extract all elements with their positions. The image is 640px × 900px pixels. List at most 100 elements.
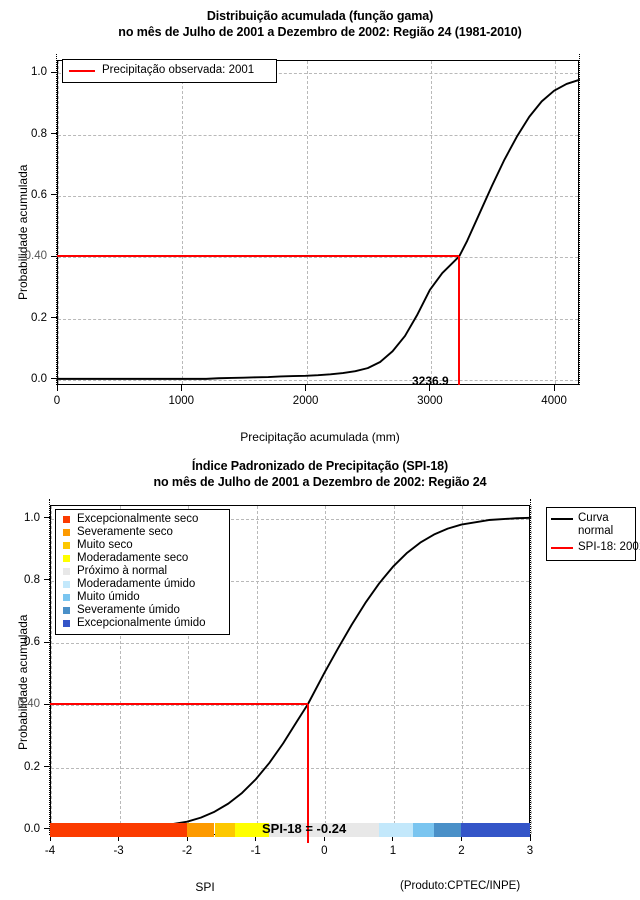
gridline-vertical: [188, 506, 190, 834]
legend-item-observed-label: Precipitação observada: 2001: [102, 64, 255, 76]
color-swatch-icon: [63, 529, 70, 536]
y-tick-mark: [51, 317, 57, 318]
legend-item-observed: Precipitação observada: 2001: [69, 64, 270, 77]
color-swatch-icon: [63, 555, 70, 562]
legend-item-category: Moderadamente úmido: [61, 578, 224, 591]
y-tick-label: 1.0: [31, 66, 47, 79]
legend-item-category-label: Muito úmido: [77, 591, 140, 603]
annotation-horizontal-line: [57, 255, 460, 258]
legend-item-category: Severamente úmido: [61, 604, 224, 617]
gridline-vertical: [531, 506, 532, 834]
gridline-horizontal: [58, 134, 578, 136]
x-tick-label: 0: [53, 395, 61, 407]
curve-legend: Curva normal SPI-18: 2001: [546, 507, 640, 561]
y-tick-label: 0.6: [24, 636, 40, 648]
gridline-horizontal: [58, 379, 578, 381]
y-tick-label: 0.0: [31, 372, 47, 385]
axis-vertical-line: [56, 54, 57, 385]
black-line-icon: [551, 518, 573, 520]
spi-value-label: SPI-18 = -0.24: [262, 821, 347, 836]
legend-item-category-label: Excepcionalmente úmido: [77, 617, 206, 629]
legend-item-category: Excepcionalmente úmido: [61, 617, 224, 630]
x-tick-label: -4: [44, 845, 56, 857]
top-plot-area: [57, 60, 579, 385]
legend-item-category-label: Moderadamente seco: [77, 552, 189, 564]
top-x-axis-label: Precipitação acumulada (mm): [240, 430, 400, 444]
legend-item-spi-observed-label: SPI-18: 2001: [578, 541, 640, 553]
gridline-horizontal: [58, 195, 578, 197]
x-tick-mark: [529, 835, 531, 841]
gridline-vertical: [393, 506, 395, 834]
product-credit-note: (Produto:CPTEC/INPE): [400, 880, 521, 892]
colorbar-band: [235, 822, 270, 837]
color-swatch-icon: [63, 607, 70, 614]
color-swatch-icon: [63, 581, 70, 588]
y-tick-label: 0.8: [31, 127, 47, 140]
y-tick-mark: [44, 517, 50, 518]
color-swatch-icon: [63, 620, 70, 627]
top-chart-title: Distribuição acumulada (função gama) no …: [0, 8, 640, 40]
top-y-axis-label: Probabilidade acumulada: [16, 164, 30, 300]
gridline-horizontal: [51, 580, 529, 582]
legend-item-category: Moderadamente seco: [61, 552, 224, 565]
gridline-vertical: [430, 61, 432, 384]
bottom-chart-title-line2: no mês de Julho de 2001 a Dezembro de 20…: [153, 475, 487, 489]
colorbar-band: [187, 822, 215, 837]
annotation-vertical-line: [306, 704, 309, 843]
spi-category-legend: Excepcionalmente seco Severamente seco Mui…: [55, 509, 230, 635]
spi-colorbar: [50, 822, 530, 837]
x-tick-mark: [429, 385, 431, 391]
y-tick-mark: [44, 579, 50, 581]
y-tick-mark: [44, 766, 50, 767]
gridline-vertical: [51, 506, 52, 834]
x-tick-mark: [56, 385, 58, 391]
x-tick-label: -2: [181, 845, 193, 857]
legend-item-category: Excepcionalmente seco: [61, 513, 224, 526]
colorbar-band: [379, 822, 414, 837]
x-tick-mark: [392, 835, 394, 841]
legend-item-category-label: Excepcionalmente seco: [77, 513, 199, 525]
legend-item-category-label: Muito seco: [77, 539, 133, 551]
legend-item-normal-curve-label2: normal: [578, 525, 614, 537]
y-tick-mark: [51, 133, 57, 135]
gridline-vertical: [58, 61, 59, 384]
color-swatch-icon: [63, 516, 70, 523]
x-tick-label: -1: [250, 845, 261, 857]
axis-vertical-line: [49, 499, 50, 835]
colorbar-band: [413, 822, 434, 837]
colorbar-band: [461, 822, 530, 837]
y-tick-mark: [51, 378, 57, 380]
gridline-horizontal: [51, 705, 529, 707]
spi-cdf-chart-panel: Índice Padronizado de Precipitação (SPI-…: [0, 450, 640, 900]
top-chart-title-line1: Distribuição acumulada (função gama): [206, 9, 434, 23]
colorbar-band: [50, 822, 188, 837]
gridline-horizontal: [58, 318, 578, 320]
gridline-horizontal: [51, 518, 529, 520]
colorbar-band: [269, 822, 380, 837]
legend-item-category-label: Severamente úmido: [77, 604, 180, 616]
y-tick-label: 0.6: [31, 188, 47, 201]
legend-item-category: Muito úmido: [61, 591, 224, 604]
y-tick-label: 0.8: [24, 573, 40, 586]
legend-item-category: Severamente seco: [61, 526, 224, 539]
bottom-chart-title: Índice Padronizado de Precipitação (SPI-…: [0, 458, 640, 490]
x-tick-label: 0: [321, 845, 328, 857]
colorbar-band: [434, 822, 462, 837]
x-tick-label: 1000: [168, 395, 195, 407]
annotation-vertical-line: [458, 256, 461, 385]
legend-item-category-label: Próximo à normal: [77, 565, 168, 577]
gridline-horizontal: [51, 767, 529, 769]
top-legend: Precipitação observada: 2001: [62, 59, 277, 83]
x-tick-label: 3: [526, 845, 534, 857]
x-tick-mark: [180, 385, 182, 391]
color-swatch-icon: [63, 594, 70, 601]
x-tick-mark: [323, 835, 325, 841]
y-tick-mark: [51, 255, 57, 257]
gridline-vertical: [306, 61, 308, 384]
gridline-horizontal: [58, 257, 578, 259]
colorbar-band: [214, 822, 236, 837]
top-chart-title-line2: no mês de Julho de 2001 a Dezembro de 20…: [118, 25, 522, 39]
gamma-cdf-chart-panel: Distribuição acumulada (função gama) no …: [0, 8, 640, 444]
x-tick-mark: [49, 835, 51, 841]
x-tick-mark: [305, 385, 307, 391]
